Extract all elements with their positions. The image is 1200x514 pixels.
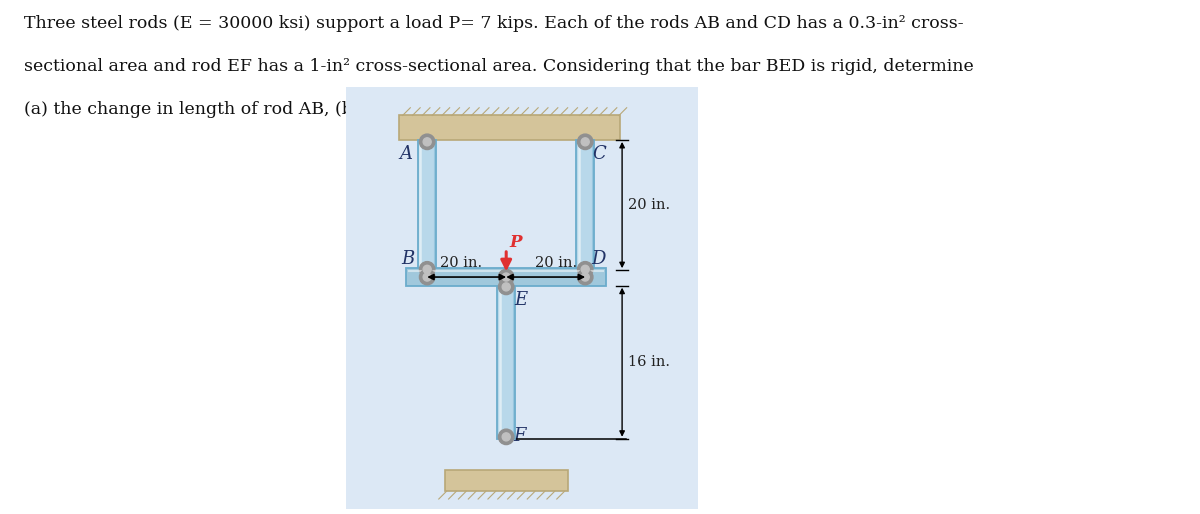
Circle shape: [420, 262, 434, 277]
Circle shape: [502, 283, 510, 291]
Bar: [576, 140, 594, 270]
Bar: [497, 286, 515, 438]
Text: 16 in.: 16 in.: [629, 356, 671, 370]
Circle shape: [424, 138, 431, 146]
Text: A: A: [400, 145, 413, 163]
Text: F: F: [514, 428, 526, 446]
Bar: [400, 116, 620, 140]
Circle shape: [498, 269, 514, 285]
Text: C: C: [593, 145, 606, 163]
Bar: [406, 268, 606, 286]
Circle shape: [577, 134, 593, 150]
Text: sectional area and rod EF has a 1-in² cross-sectional area. Considering that the: sectional area and rod EF has a 1-in² cr…: [24, 58, 973, 75]
Circle shape: [577, 269, 593, 285]
Circle shape: [577, 262, 593, 277]
Circle shape: [581, 138, 589, 146]
Text: 20 in.: 20 in.: [440, 256, 482, 270]
Text: 20 in.: 20 in.: [535, 256, 577, 270]
Text: B: B: [401, 250, 414, 268]
Bar: [445, 470, 568, 491]
Circle shape: [424, 273, 431, 281]
Circle shape: [420, 134, 434, 150]
Text: (a) the change in length of rod AB, (b) the stress in each rod.: (a) the change in length of rod AB, (b) …: [24, 101, 562, 118]
Text: D: D: [592, 250, 606, 268]
Text: 20 in.: 20 in.: [629, 198, 671, 212]
Text: P: P: [510, 234, 522, 251]
Circle shape: [581, 273, 589, 281]
Circle shape: [498, 279, 514, 295]
Circle shape: [502, 433, 510, 441]
Circle shape: [420, 269, 434, 285]
Text: E: E: [514, 291, 527, 309]
Circle shape: [424, 265, 431, 273]
Circle shape: [581, 265, 589, 273]
Circle shape: [498, 429, 514, 445]
Text: Three steel rods (E = 30000 ksi) support a load P= 7 kips. Each of the rods AB a: Three steel rods (E = 30000 ksi) support…: [24, 15, 964, 32]
Circle shape: [502, 273, 510, 281]
Bar: [418, 140, 437, 270]
